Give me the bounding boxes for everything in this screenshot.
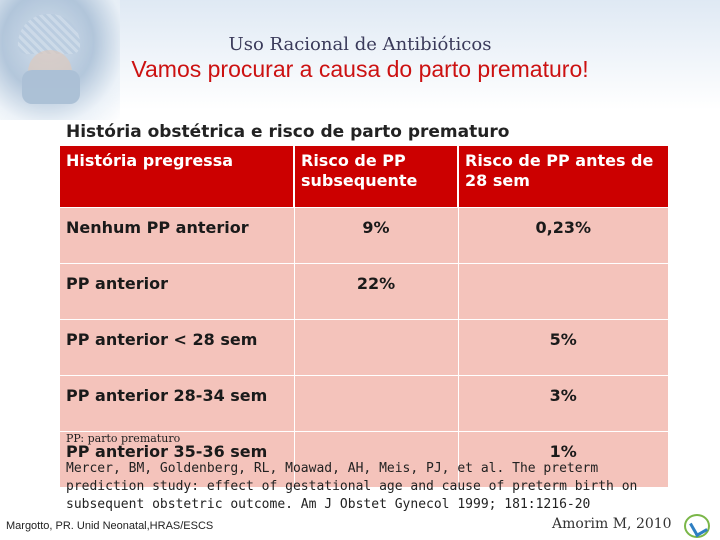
table-header-row: História pregressa Risco de PP subsequen…	[60, 146, 668, 208]
row-label: Nenhum PP anterior	[60, 207, 295, 264]
subsequent-risk-value: 9%	[294, 207, 459, 264]
risk-before-28-value: 5%	[458, 319, 668, 376]
risk-before-28-value	[458, 263, 668, 320]
row-label: PP anterior 35-36 sem	[60, 431, 295, 487]
institution-logo-icon	[684, 514, 710, 538]
row-label: PP anterior < 28 sem	[60, 319, 295, 376]
column-header-risk-before-28: Risco de PP antes de 28 sem	[458, 146, 668, 208]
subsequent-risk-value: 22%	[294, 263, 459, 320]
risk-before-28-value: 0,23%	[458, 207, 668, 264]
risk-before-28-value: 1%	[458, 431, 668, 487]
column-header-subsequent-risk: Risco de PP subsequente	[294, 146, 459, 208]
surgical-mask	[22, 70, 80, 104]
slide-title: Uso Racional de Antibióticos	[228, 34, 492, 55]
row-label: PP anterior 28-34 sem	[60, 375, 295, 432]
surgical-cap	[18, 14, 80, 54]
column-header-history: História pregressa	[60, 146, 295, 208]
table-row: PP anterior < 28 sem 5%	[60, 319, 668, 376]
abbreviation-note: PP: parto prematuro	[66, 432, 181, 445]
credit-right: Amorim M, 2010	[552, 516, 672, 532]
subsequent-risk-value	[294, 431, 459, 487]
credit-left: Margotto, PR. Unid Neonatal,HRAS/ESCS	[6, 520, 214, 532]
surgeon-photo	[0, 0, 120, 120]
reference-citation: Mercer, BM, Goldenberg, RL, Moawad, AH, …	[66, 461, 638, 512]
risk-before-28-value: 3%	[458, 375, 668, 432]
risk-table: História pregressa Risco de PP subsequen…	[60, 146, 668, 487]
row-label: PP anterior	[60, 263, 295, 320]
subsequent-risk-value	[294, 375, 459, 432]
table-row: Nenhum PP anterior 9% 0,23%	[60, 207, 668, 264]
table-row: PP anterior 35-36 sem 1%	[60, 431, 668, 487]
section-heading: História obstétrica e risco de parto pre…	[66, 122, 510, 142]
table-row: PP anterior 28-34 sem 3%	[60, 375, 668, 432]
table-row: PP anterior 22%	[60, 263, 668, 320]
slide-subtitle: Vamos procurar a causa do parto prematur…	[131, 56, 589, 82]
subsequent-risk-value	[294, 319, 459, 376]
